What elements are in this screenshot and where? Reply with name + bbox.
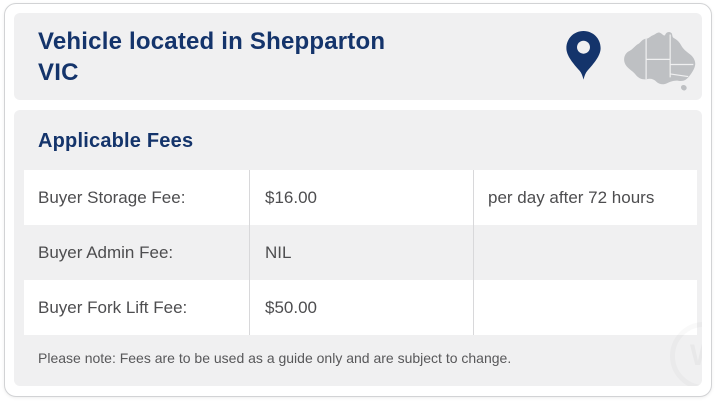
fee-amount: $16.00	[265, 187, 317, 207]
fee-label: Buyer Fork Lift Fee:	[38, 297, 188, 317]
location-title-line1: Vehicle located in Shepparton	[38, 28, 386, 55]
fees-section-title: Applicable Fees	[38, 130, 194, 152]
fee-amount: NIL	[265, 242, 292, 262]
location-header: Vehicle located in Shepparton VIC	[14, 13, 702, 100]
fees-section: Applicable Fees Buyer Storage Fee: $16.0…	[14, 110, 702, 386]
fee-row-admin: Buyer Admin Fee: NIL	[24, 225, 697, 280]
fees-table: Buyer Storage Fee: $16.00 per day after …	[24, 170, 697, 335]
fee-condition: per day after 72 hours	[488, 187, 655, 207]
fee-amount: $50.00	[265, 297, 317, 317]
column-divider	[473, 170, 474, 335]
fee-label: Buyer Storage Fee:	[38, 187, 186, 207]
fee-label: Buyer Admin Fee:	[38, 242, 174, 262]
fee-row-forklift: Buyer Fork Lift Fee: $50.00	[24, 280, 697, 335]
fee-row-storage: Buyer Storage Fee: $16.00 per day after …	[24, 170, 697, 225]
location-pin-icon	[565, 29, 602, 83]
column-divider	[249, 170, 250, 335]
vehicle-location-card: Vehicle located in Shepparton VIC	[4, 3, 712, 397]
australia-map-icon	[612, 25, 706, 92]
location-title: Vehicle located in Shepparton VIC	[38, 26, 478, 88]
location-title-line2: VIC	[38, 59, 79, 86]
fees-disclaimer: Please note: Fees are to be used as a gu…	[38, 350, 512, 366]
watermark-glyph: W	[690, 339, 702, 373]
